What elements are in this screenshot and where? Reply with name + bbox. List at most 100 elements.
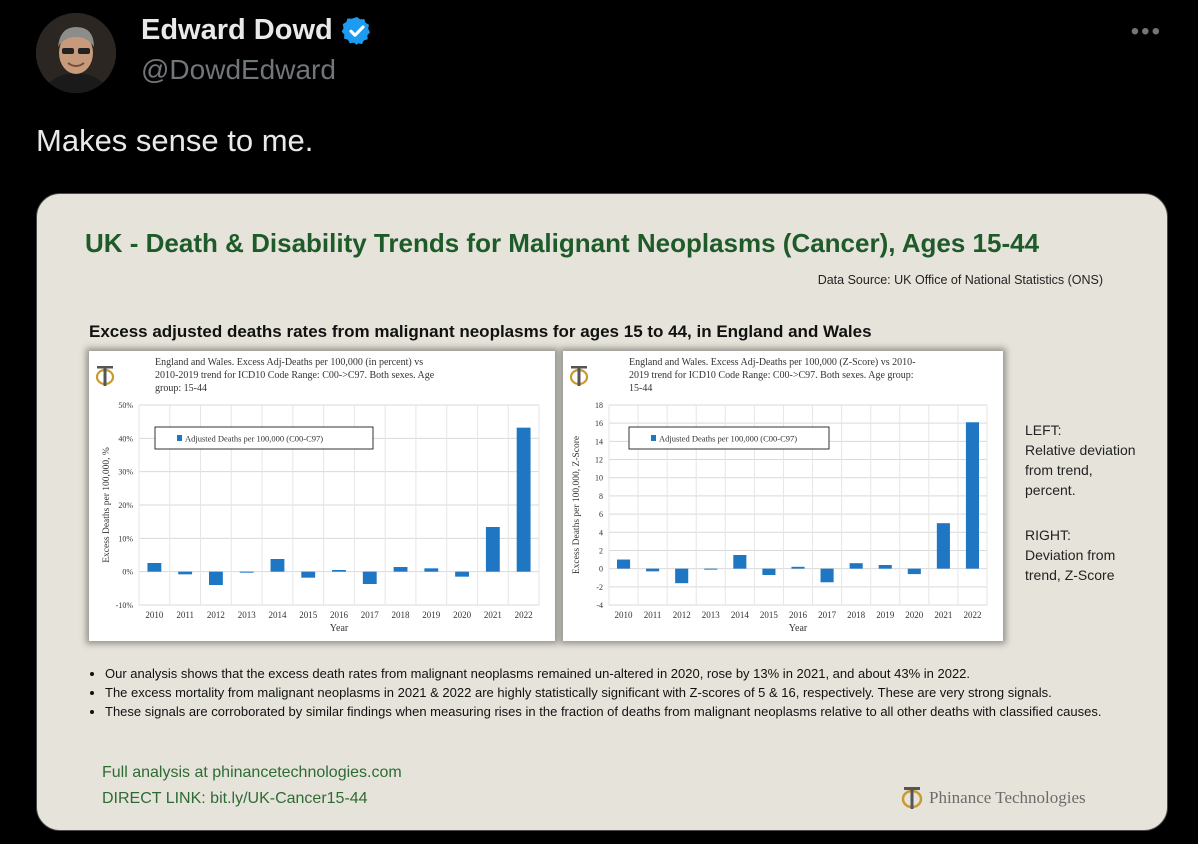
- x-tick-label: 2020: [453, 610, 472, 620]
- y-tick-label: 18: [595, 401, 603, 410]
- y-tick-label: 8: [599, 492, 603, 501]
- side-note-right: RIGHT: Deviation from trend, Z-Score: [1025, 525, 1115, 585]
- x-tick-label: 2015: [299, 610, 318, 620]
- bar: [907, 568, 921, 575]
- side-note-right-line: Deviation from: [1025, 547, 1116, 563]
- side-note-left: LEFT: Relative deviation from trend, per…: [1025, 420, 1136, 500]
- author-name-text[interactable]: Edward Dowd: [141, 14, 333, 46]
- y-axis-label: Excess Deaths per 100,000, %: [102, 447, 112, 563]
- tweet-text: Makes sense to me.: [36, 123, 314, 158]
- bar: [239, 571, 254, 573]
- finding-item: These signals are corroborated by simila…: [105, 702, 1165, 721]
- bar: [762, 568, 776, 575]
- author-name[interactable]: Edward Dowd: [141, 14, 373, 47]
- y-tick-label: -4: [596, 601, 603, 610]
- legend-swatch: [651, 435, 656, 441]
- y-tick-label: -10%: [116, 601, 134, 610]
- side-note-left-line: percent.: [1025, 482, 1076, 498]
- legend-label: Adjusted Deaths per 100,000 (C00-C97): [185, 434, 323, 444]
- y-tick-label: 14: [595, 437, 603, 446]
- direct-link: DIRECT LINK: bit.ly/UK-Cancer15-44: [102, 790, 368, 807]
- x-tick-label: 2014: [731, 610, 750, 620]
- x-tick-label: 2011: [176, 610, 194, 620]
- card-subtitle: Excess adjusted deaths rates from malign…: [89, 322, 872, 341]
- y-tick-label: 0: [599, 565, 603, 574]
- x-axis-label: Year: [330, 623, 349, 634]
- x-tick-label: 2016: [330, 610, 349, 620]
- more-options-icon[interactable]: •••: [1130, 18, 1162, 45]
- bar: [332, 570, 346, 572]
- chart-left: England and Wales. Excess Adj-Deaths per…: [89, 351, 555, 641]
- x-tick-label: 2013: [702, 610, 721, 620]
- chart-left-svg: England and Wales. Excess Adj-Deaths per…: [95, 357, 540, 634]
- chart-title-line: 15-44: [629, 383, 652, 394]
- analysis-link: Full analysis at phinancetechnologies.co…: [102, 764, 402, 781]
- bar: [878, 565, 892, 569]
- phinance-logo-icon: [901, 787, 923, 809]
- y-axis-label: Excess Deaths per 100,000, Z-Score: [572, 436, 582, 574]
- bar: [516, 427, 531, 572]
- side-note-left-line: from trend,: [1025, 462, 1093, 478]
- bar: [362, 571, 377, 584]
- x-tick-label: 2022: [963, 610, 981, 620]
- x-tick-label: 2016: [789, 610, 808, 620]
- bar: [455, 571, 469, 577]
- bar: [733, 555, 747, 569]
- avatar-image: [36, 13, 116, 93]
- bar: [301, 571, 316, 578]
- side-note-right-line: trend, Z-Score: [1025, 567, 1115, 583]
- attached-image[interactable]: UK - Death & Disability Trends for Malig…: [36, 193, 1168, 831]
- x-tick-label: 2021: [934, 610, 952, 620]
- bar: [820, 568, 834, 583]
- x-tick-label: 2022: [515, 610, 533, 620]
- bar: [646, 568, 660, 572]
- bar: [147, 563, 162, 572]
- chart-title-line: England and Wales. Excess Adj-Deaths per…: [629, 357, 915, 368]
- legend-swatch: [177, 435, 182, 441]
- bar: [270, 559, 285, 572]
- y-tick-label: -2: [596, 583, 603, 592]
- avatar[interactable]: [36, 13, 116, 93]
- legend-box: [628, 426, 830, 450]
- y-tick-label: 4: [599, 528, 603, 537]
- bar: [393, 567, 408, 572]
- y-tick-label: 16: [595, 419, 603, 428]
- finding-item: Our analysis shows that the excess death…: [105, 664, 1165, 683]
- x-tick-label: 2017: [818, 610, 837, 620]
- bar: [936, 523, 950, 569]
- y-tick-label: 2: [599, 546, 603, 555]
- chart-title-line: 2019 trend for ICD10 Code Range: C00->C9…: [629, 370, 914, 381]
- card-title: UK - Death & Disability Trends for Malig…: [85, 228, 1040, 258]
- y-tick-label: 6: [599, 510, 603, 519]
- y-tick-label: 10: [595, 474, 603, 483]
- x-tick-label: 2014: [268, 610, 287, 620]
- x-tick-label: 2021: [484, 610, 502, 620]
- findings-list: Our analysis shows that the excess death…: [91, 664, 1165, 721]
- x-tick-label: 2011: [644, 610, 662, 620]
- chart-title-line: group: 15-44: [155, 383, 207, 394]
- x-tick-label: 2019: [422, 610, 441, 620]
- legend-label: Adjusted Deaths per 100,000 (C00-C97): [659, 434, 797, 444]
- x-tick-label: 2018: [847, 610, 866, 620]
- phinance-logo-icon: [103, 366, 107, 386]
- x-axis-label: Year: [789, 623, 808, 634]
- x-tick-label: 2010: [615, 610, 634, 620]
- x-tick-label: 2010: [145, 610, 164, 620]
- y-tick-label: 40%: [118, 434, 133, 443]
- x-tick-label: 2013: [238, 610, 257, 620]
- bar: [178, 571, 193, 575]
- bar: [485, 527, 500, 572]
- chart-title-line: England and Wales. Excess Adj-Deaths per…: [155, 357, 423, 368]
- bar: [704, 568, 718, 570]
- x-tick-label: 2018: [392, 610, 411, 620]
- chart-right: England and Wales. Excess Adj-Deaths per…: [563, 351, 1003, 641]
- author-handle[interactable]: @DowdEdward: [141, 54, 336, 85]
- y-tick-label: 50%: [118, 401, 133, 410]
- brand-name: Phinance Technologies: [929, 788, 1086, 807]
- x-tick-label: 2015: [760, 610, 779, 620]
- brand-mark: Phinance Technologies: [901, 786, 1086, 810]
- data-source: Data Source: UK Office of National Stati…: [817, 273, 1103, 287]
- bar: [616, 559, 631, 569]
- side-note-left-heading: LEFT:: [1025, 422, 1062, 438]
- side-note-right-heading: RIGHT:: [1025, 527, 1071, 543]
